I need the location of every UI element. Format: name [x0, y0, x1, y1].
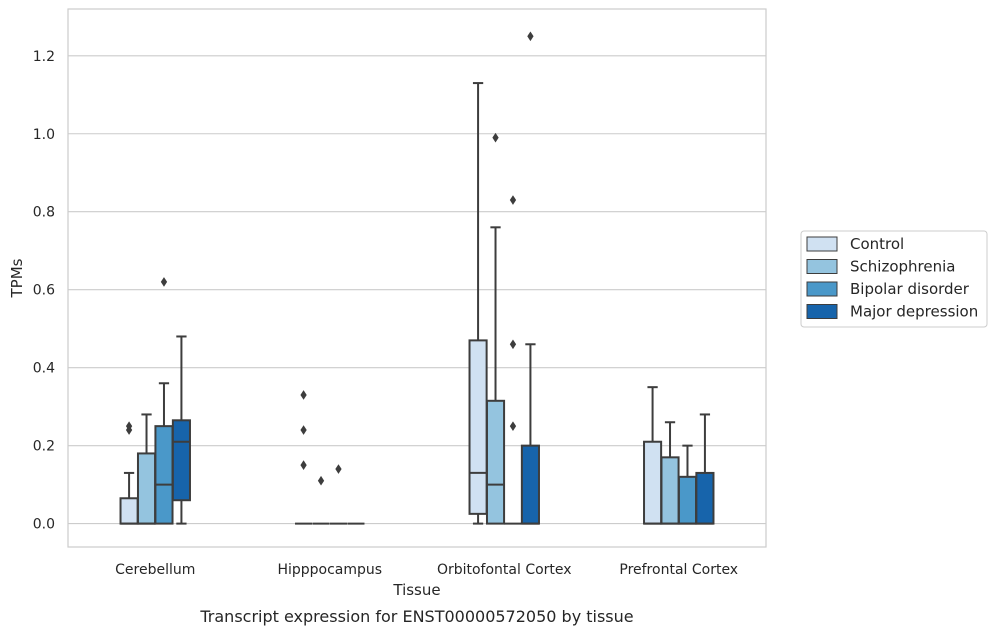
outlier-point — [317, 475, 325, 486]
box — [677, 475, 698, 525]
box-group — [154, 277, 174, 525]
legend-label: Bipolar disorder — [850, 280, 970, 298]
box-group — [119, 421, 139, 525]
y-tick-label: 0.0 — [33, 517, 55, 533]
box — [136, 452, 157, 525]
box-group — [468, 82, 488, 525]
box — [660, 456, 680, 525]
box-group — [171, 335, 191, 525]
box-group — [504, 195, 522, 525]
outlier-point — [160, 277, 168, 287]
box-group — [312, 475, 330, 525]
y-axis-label: TPMs — [8, 258, 26, 298]
outlier-point — [335, 464, 342, 474]
legend-label: Control — [850, 235, 904, 253]
y-tick-label: 0.2 — [33, 439, 55, 455]
y-tick-label: 0.8 — [33, 205, 55, 221]
box — [468, 339, 488, 515]
box — [171, 419, 191, 502]
box-group — [329, 464, 348, 525]
y-axis-ticks: 0.0 0.2 0.4 0.6 0.8 1.0 1.2 — [33, 49, 55, 533]
box — [643, 440, 663, 525]
x-axis-ticks: Cerebellum Hipppocampus Orbitofontal Corte… — [115, 562, 738, 578]
box-group — [695, 413, 715, 525]
legend-items: Control Schizophrenia Bipolar disorder Majo… — [806, 235, 978, 321]
box — [485, 399, 506, 525]
outlier-point — [509, 421, 517, 431]
box — [119, 497, 139, 525]
legend: Control Schizophrenia Bipolar disorder Majo… — [800, 230, 988, 328]
outlier-point — [125, 421, 133, 431]
y-tick-label: 1.2 — [33, 49, 55, 65]
box-group — [485, 132, 506, 525]
x-axis-label: Tissue — [392, 581, 440, 599]
outlier-point — [509, 339, 517, 350]
box-group — [136, 413, 157, 525]
outlier-point — [527, 31, 534, 42]
box — [520, 444, 540, 525]
outlier-point — [300, 425, 307, 435]
x-tick-label: Orbitofontal Cortex — [437, 562, 572, 578]
plot-area-frame — [67, 8, 767, 548]
y-tick-label: 0.4 — [33, 361, 55, 377]
legend-swatch — [806, 236, 838, 252]
legend-label: Major depression — [850, 303, 978, 321]
box — [154, 425, 174, 525]
outlier-point — [509, 195, 517, 205]
legend-swatch — [806, 281, 838, 297]
legend-swatch — [806, 259, 838, 274]
box-group — [520, 31, 540, 525]
x-tick-label: Hipppocampus — [277, 562, 382, 578]
outlier-point — [300, 390, 307, 400]
box-layer — [119, 31, 715, 525]
box — [695, 471, 715, 525]
box-group — [295, 390, 313, 525]
outlier-point — [492, 132, 499, 143]
chart-caption: Transcript expression for ENST0000057205… — [199, 607, 633, 626]
legend-swatch — [806, 304, 838, 319]
outlier-point — [300, 460, 307, 470]
y-tick-label: 0.6 — [33, 283, 55, 299]
legend-label: Schizophrenia — [850, 258, 955, 276]
box-group — [660, 421, 680, 525]
legend-frame — [800, 230, 988, 328]
x-tick-label: Prefrontal Cortex — [619, 562, 738, 578]
x-tick-label: Cerebellum — [115, 562, 195, 578]
box-group — [643, 386, 663, 525]
y-tick-label: 1.0 — [33, 127, 55, 143]
box-group — [677, 444, 698, 525]
